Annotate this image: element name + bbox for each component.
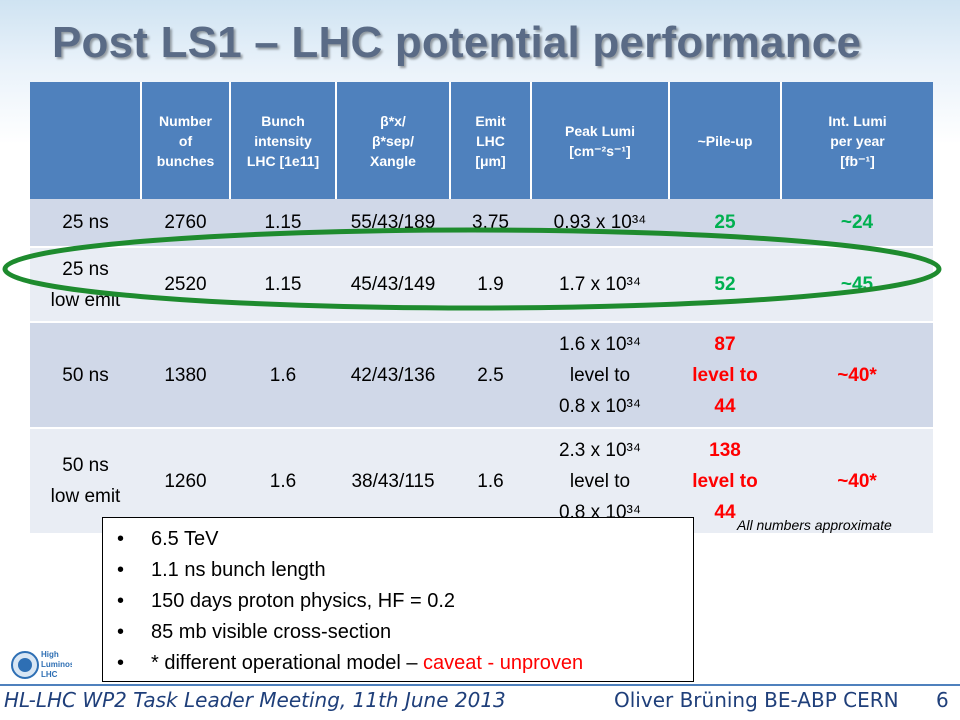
page-number: 6: [936, 688, 949, 712]
bullet-text: 1.1 ns bunch length: [151, 559, 326, 581]
bullet-text: 150 days proton physics, HF = 0.2: [151, 590, 456, 612]
approximation-note: All numbers approximate: [737, 517, 892, 533]
list-item: • * different operational model – caveat …: [117, 648, 693, 679]
cell-pileup: 52: [669, 247, 781, 323]
slide-title: Post LS1 – LHC potential performance: [52, 18, 862, 67]
cell-intensity: 1.15: [230, 199, 336, 248]
cell-peak-lumi: 1.7 x 10³⁴: [531, 247, 669, 323]
list-item: • 85 mb visible cross-section: [117, 617, 693, 648]
list-item: • 1.1 ns bunch length: [117, 555, 693, 586]
hl-lhc-logo: High Luminosity LHC: [11, 650, 72, 679]
header-emittance: Emit LHC [μm]: [450, 82, 532, 199]
cell-int-lumi: ~45: [781, 247, 933, 323]
cell-pileup: 87 level to 44: [669, 322, 781, 429]
cell-pileup: 25: [669, 199, 781, 248]
header-number-of-bunches: Number of bunches: [141, 82, 231, 199]
footer-author: Oliver Brüning BE-ABP CERN: [614, 688, 899, 712]
bullet-text: 6.5 TeV: [151, 528, 219, 550]
cell-emit: 3.75: [450, 199, 531, 248]
header-peak-lumi: Peak Lumi [cm⁻²s⁻¹]: [531, 82, 670, 199]
assumptions-box: • 6.5 TeV • 1.1 ns bunch length • 150 days …: [102, 517, 694, 682]
header-blank: [30, 82, 142, 199]
cell-emit: 2.5: [450, 322, 531, 429]
cell-beta: 42/43/136: [336, 322, 450, 429]
cell-int-lumi: ~40*: [781, 428, 933, 535]
assumptions-list: • 6.5 TeV • 1.1 ns bunch length • 150 days …: [103, 518, 693, 679]
list-item: • 150 days proton physics, HF = 0.2: [117, 586, 693, 617]
footer-divider: [0, 684, 960, 686]
cell-spacing: 25 ns low emit: [30, 247, 141, 323]
cell-peak-lumi: 0.93 x 10³⁴: [531, 199, 669, 248]
header-pile-up: ~Pile-up: [669, 82, 782, 199]
bullet-icon: •: [117, 621, 125, 643]
table-row: 25 ns 2760 1.15 55/43/189 3.75 0.93 x 10…: [30, 199, 933, 248]
header-int-lumi: Int. Lumi per year [fb⁻¹]: [781, 82, 933, 199]
cell-bunches: 2520: [141, 247, 230, 323]
logo-text-1: High: [41, 650, 59, 659]
cell-beta: 45/43/149: [336, 247, 450, 323]
bullet-text: * different operational model –: [151, 652, 424, 674]
cell-int-lumi: ~24: [781, 199, 933, 248]
cell-int-lumi: ~40*: [781, 322, 933, 429]
table-row: 25 ns low emit 2520 1.15 45/43/149 1.9 1…: [30, 247, 933, 323]
footer-meeting: HL-LHC WP2 Task Leader Meeting, 11th Jun…: [4, 688, 506, 712]
cell-bunches: 1380: [141, 322, 230, 429]
cell-peak-lumi: 2.3 x 10³⁴ level to 0.8 x 10³⁴: [531, 428, 669, 535]
table-row: 50 ns low emit 1260 1.6 38/43/115 1.6 2.…: [30, 428, 933, 535]
table-row: 50 ns 1380 1.6 42/43/136 2.5 1.6 x 10³⁴ …: [30, 322, 933, 429]
cell-intensity: 1.15: [230, 247, 336, 323]
header-beta-star: β*x/ β*sep/ Xangle: [336, 82, 451, 199]
cell-spacing: 50 ns: [30, 322, 141, 429]
bullet-icon: •: [117, 559, 125, 581]
header-bunch-intensity: Bunch intensity LHC [1e11]: [230, 82, 337, 199]
cell-emit: 1.9: [450, 247, 531, 323]
bullet-icon: •: [117, 590, 125, 612]
logo-text-2: Luminosity: [41, 660, 72, 669]
bullet-icon: •: [117, 528, 125, 550]
caveat-text: caveat - unproven: [423, 652, 584, 674]
performance-table: Number of bunches Bunch intensity LHC [1…: [30, 82, 933, 535]
logo-text-3: LHC: [41, 670, 58, 679]
cell-bunches: 2760: [141, 199, 230, 248]
table-header-row: Number of bunches Bunch intensity LHC [1…: [30, 82, 933, 199]
cell-spacing: 25 ns: [30, 199, 141, 248]
bullet-text: 85 mb visible cross-section: [151, 621, 392, 643]
cell-intensity: 1.6: [230, 322, 336, 429]
bullet-icon: •: [117, 652, 125, 674]
list-item: • 6.5 TeV: [117, 524, 693, 555]
cell-peak-lumi: 1.6 x 10³⁴ level to 0.8 x 10³⁴: [531, 322, 669, 429]
cell-beta: 55/43/189: [336, 199, 450, 248]
